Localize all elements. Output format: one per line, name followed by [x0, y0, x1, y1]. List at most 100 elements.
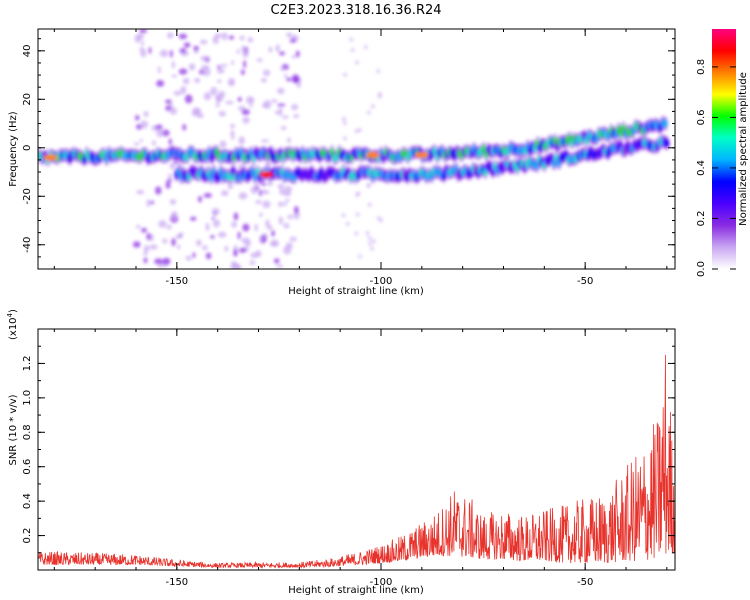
snr-axes: -150 -100 -50 0.2 0.4 0.6 0.8 1.0 1.2: [22, 329, 675, 588]
heatmap-cell: [370, 104, 375, 109]
svg-text:(x104): (x104): [6, 309, 19, 340]
heatmap-cell: [182, 77, 190, 85]
heatmap-cell: [296, 83, 301, 88]
spectrogram-panel: -150 -100 -50 -40 -20 0 20 40 Height of straigh…: [8, 28, 676, 297]
heatmap-cell: [247, 37, 254, 43]
tick-label: -50: [577, 577, 593, 588]
snr-ylabel: SNR (10 * v/v): [8, 394, 19, 465]
heatmap-cell: [278, 216, 284, 225]
heatmap-cell: [231, 60, 235, 65]
heatmap-cell: [140, 120, 149, 129]
heatmap-cell: [259, 212, 263, 218]
heatmap-cell: [664, 139, 670, 148]
snr-multiplier: (x104): [6, 309, 19, 340]
heatmap-cell: [277, 103, 286, 107]
heatmap-cell: [284, 73, 288, 79]
heatmap-cell: [146, 199, 150, 208]
heatmap-cell: [183, 42, 191, 48]
heatmap-cell: [221, 32, 228, 41]
tick-label: 20: [22, 93, 33, 106]
heatmap-cell: [260, 189, 267, 195]
heatmap-cell: [212, 219, 221, 228]
heatmap-cell: [236, 263, 242, 269]
heatmap-cell: [287, 137, 291, 144]
heatmap-cell: [166, 178, 173, 183]
heatmap-cell: [260, 77, 267, 83]
heatmap-cell: [165, 181, 171, 189]
heatmap-cell: [218, 110, 226, 117]
tick-label: 1.0: [22, 390, 33, 406]
heatmap-cell: [231, 221, 238, 228]
heatmap-cell: [293, 114, 300, 119]
heatmap-cell: [132, 241, 141, 248]
heatmap-cell: [276, 264, 284, 268]
spectrogram-xlabel: Height of straight line (km): [288, 286, 424, 297]
colorbar-axes: 0.0 0.2 0.4 0.6 0.8: [696, 59, 736, 277]
heatmap-cell: [159, 49, 169, 58]
heatmap-cell: [249, 260, 256, 266]
heatmap-cell: [149, 200, 155, 205]
heatmap-cell: [185, 255, 193, 261]
heatmap-cell: [173, 90, 182, 96]
tick-label: -20: [22, 188, 33, 204]
heatmap-peak: [414, 152, 429, 159]
heatmap-cell: [143, 250, 148, 256]
heatmap-cell: [155, 124, 163, 130]
heatmap-cell: [134, 115, 140, 121]
heatmap-cell: [215, 102, 220, 108]
heatmap-cell: [184, 94, 193, 104]
heatmap-cell: [271, 99, 278, 103]
heatmap-cell: [285, 198, 290, 202]
heatmap-cell: [280, 126, 287, 131]
heatmap-cell: [197, 195, 203, 203]
heatmap-cell: [212, 35, 219, 45]
heatmap-cell: [354, 231, 359, 236]
tick-label: 0.2: [22, 528, 33, 544]
heatmap-cell: [180, 85, 187, 95]
heatmap-cell: [366, 110, 371, 115]
heatmap-cell: [245, 96, 254, 105]
spectrogram-heatmap: [38, 29, 670, 269]
heatmap-cell: [283, 246, 292, 255]
heatmap-cell: [286, 32, 292, 38]
heatmap-cell: [193, 78, 201, 83]
heatmap-cell: [271, 229, 275, 237]
snr-multiplier-base: (x10: [8, 317, 19, 340]
heatmap-cell: [256, 58, 263, 63]
heatmap-cell: [291, 55, 297, 59]
heatmap-cell: [141, 40, 145, 46]
heatmap-cell: [169, 162, 176, 170]
tick-label: -100: [370, 276, 393, 287]
heatmap-cell: [241, 108, 250, 116]
heatmap-cell: [261, 182, 267, 186]
heatmap-cell: [210, 86, 218, 96]
heatmap-cell: [242, 116, 250, 124]
heatmap-cell: [182, 123, 187, 131]
heatmap-cell: [287, 214, 294, 220]
heatmap-cell: [345, 221, 350, 226]
heatmap-cell: [371, 239, 376, 244]
heatmap-cell: [242, 49, 249, 58]
heatmap-cell: [200, 55, 209, 62]
heatmap-cell: [217, 79, 222, 84]
heatmap-cell: [293, 77, 299, 83]
heatmap-cell: [227, 182, 234, 190]
heatmap-cell: [195, 239, 202, 247]
heatmap-cell: [254, 223, 259, 232]
heatmap-cell: [176, 244, 181, 250]
heatmap-cell: [225, 100, 234, 105]
tick-label: -150: [165, 577, 188, 588]
heatmap-cell: [273, 258, 280, 264]
heatmap-cell: [255, 199, 262, 205]
heatmap-cell: [283, 222, 290, 229]
heatmap-peak: [43, 154, 58, 161]
heatmap-cell: [233, 249, 238, 257]
tick-label: 0.4: [22, 493, 33, 509]
heatmap-cell: [365, 231, 370, 236]
heatmap-peak: [259, 171, 274, 178]
heatmap-cell: [262, 69, 271, 77]
heatmap-cell: [169, 107, 178, 115]
heatmap-cell: [215, 95, 224, 102]
heatmap-cell: [203, 92, 212, 101]
heatmap-cell: [202, 245, 208, 251]
